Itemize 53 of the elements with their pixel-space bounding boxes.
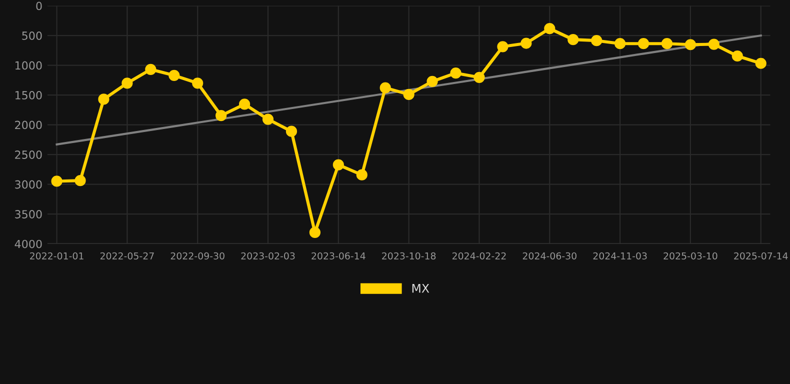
x-tick-label: 2024-11-03 [593,252,647,260]
y-tick-label: 2500 [15,150,42,159]
y-tick-label: 3500 [15,210,42,218]
x-tick-label: 2023-10-18 [382,252,436,260]
point [591,35,602,46]
y-tick-label: 1000 [15,61,42,70]
y-tick-label: 0 [36,2,42,10]
point [661,38,673,50]
point [638,38,650,50]
point [262,114,274,125]
point [544,23,556,34]
point [51,176,62,187]
point [74,175,86,186]
point [684,39,696,50]
point [216,110,227,122]
x-tick-label: 2022-09-30 [170,252,224,260]
point [145,64,156,75]
x-tick-label: 2024-06-30 [522,252,576,260]
legend-label: MX [412,284,430,293]
point [122,78,133,89]
x-tick-label: 2025-03-10 [664,252,718,260]
point [474,72,485,83]
y-tick-label: 1500 [15,91,42,100]
point [450,68,462,79]
point [380,82,391,94]
y-tick-label: 4000 [14,240,42,248]
x-tick-label: 2022-05-27 [100,252,154,260]
point [732,50,743,62]
y-tick-label: 3000 [15,180,42,189]
point [520,38,532,49]
y-tick-label: 2000 [15,120,42,130]
point [309,226,321,238]
point [98,94,110,105]
point [568,34,579,46]
x-tick-label: 2024-02-22 [452,252,506,260]
x-tick-label: 2025-07-14 [734,252,788,260]
point [286,126,298,137]
point [708,38,720,50]
point [332,159,344,170]
y-tick-label: 500 [22,31,42,40]
x-tick-label: 2022-01-01 [30,252,84,260]
point [356,169,368,180]
x-tick-label: 2023-06-14 [312,252,366,260]
point [755,58,766,69]
point [168,70,180,81]
point [238,98,250,110]
point [426,76,438,87]
x-tick-label: 2023-02-03 [241,252,295,260]
point [614,38,626,50]
point [497,41,508,52]
line-series [56,34,762,146]
point [403,88,414,100]
point [192,78,204,89]
